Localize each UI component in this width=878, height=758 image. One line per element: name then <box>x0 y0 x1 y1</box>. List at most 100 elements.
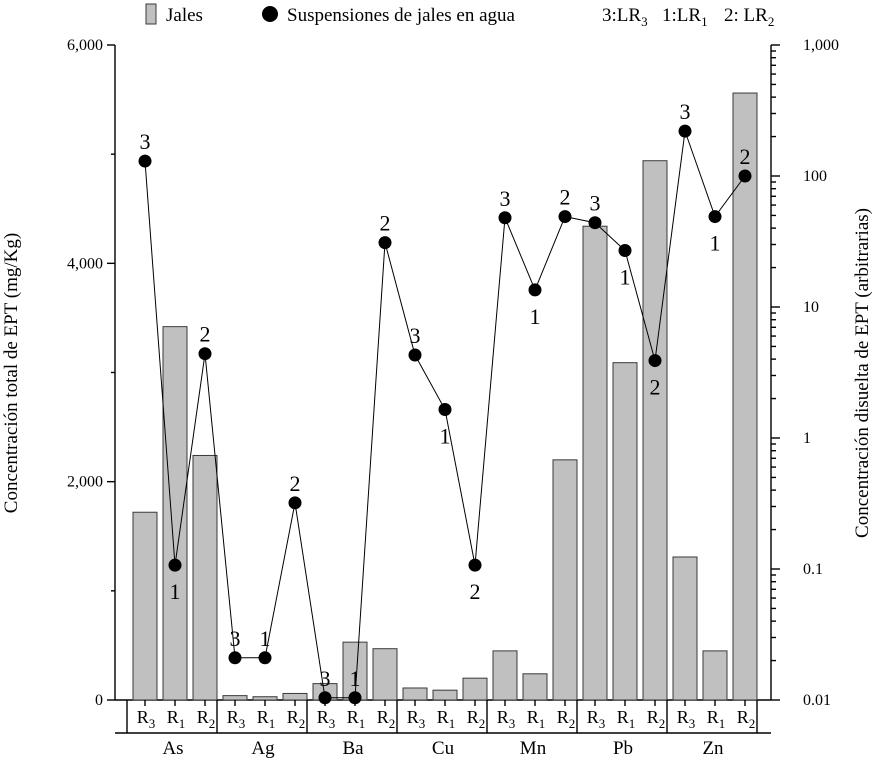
x-sample-label-subscript: 1 <box>719 716 726 731</box>
dot-label: 1 <box>440 424 451 449</box>
dot-mn-r3 <box>498 211 512 225</box>
dot-label: 1 <box>350 666 361 691</box>
legend-dots-label: Suspensiones de jales en agua <box>287 5 516 26</box>
dot-label: 3 <box>320 666 331 691</box>
dot-as-r1 <box>168 558 182 572</box>
x-sample-label: R1 <box>257 707 276 731</box>
dot-pb-r3 <box>588 216 602 230</box>
dot-label: 1 <box>260 626 271 651</box>
x-sample-label-subscript: 1 <box>629 716 636 731</box>
dot-ag-r3 <box>228 651 242 665</box>
y-right-tick-label: 10 <box>803 299 819 316</box>
dot-label: 3 <box>230 626 241 651</box>
y-right-tick-label: 1,000 <box>803 37 839 54</box>
group-label-ba: Ba <box>342 738 364 758</box>
dot-zn-r3 <box>678 124 692 138</box>
x-sample-label-base: R <box>647 707 659 727</box>
group-label-ag: Ag <box>251 738 275 758</box>
x-sample-label: R2 <box>467 707 486 731</box>
bar-zn-r2 <box>732 92 758 701</box>
x-sample-label-subscript: 3 <box>329 716 336 731</box>
x-sample-label: R1 <box>347 707 366 731</box>
dot-label: 2 <box>740 144 751 169</box>
bar-as-r3 <box>132 511 158 701</box>
dot-zn-r2 <box>738 169 752 183</box>
dot-pb-r2 <box>648 354 662 368</box>
dot-label: 1 <box>620 264 631 289</box>
x-sample-label-subscript: 3 <box>239 716 246 731</box>
bar-mn-r3 <box>492 650 518 701</box>
x-sample-label: R3 <box>137 707 156 731</box>
dot-cu-r2 <box>468 558 482 572</box>
legend-key-num: 1 <box>662 5 672 26</box>
group-label-as: As <box>162 738 183 758</box>
dot-label: 3 <box>140 129 151 154</box>
x-sample-label-base: R <box>437 707 449 727</box>
x-sample-label-base: R <box>347 707 359 727</box>
legend-key-colon: : <box>672 5 677 26</box>
bar-zn-r1 <box>702 650 728 701</box>
x-sample-label: R2 <box>647 707 666 731</box>
x-sample-label-base: R <box>497 707 509 727</box>
legend: Jales Suspensiones de jales en agua 3:LR… <box>145 3 774 29</box>
x-sample-label: R2 <box>197 707 216 731</box>
x-sample-label-base: R <box>227 707 239 727</box>
dot-cu-r1 <box>438 403 452 417</box>
dot-ba-r1 <box>348 691 362 705</box>
x-sample-label: R1 <box>167 707 186 731</box>
x-sample-label: R3 <box>317 707 336 731</box>
group-label-mn: Mn <box>520 738 547 758</box>
legend-bars-label: Jales <box>166 5 203 26</box>
bar-ba-r2 <box>372 648 398 701</box>
bar-pb-r1 <box>612 362 638 701</box>
x-sample-label: R3 <box>587 707 606 731</box>
x-sample-label: R3 <box>227 707 246 731</box>
dots <box>138 124 752 705</box>
x-sample-label-subscript: 1 <box>359 716 366 731</box>
legend-key-name: LR <box>677 5 702 26</box>
x-sample-label-subscript: 2 <box>299 716 306 731</box>
bar-ag-r2 <box>282 692 308 701</box>
x-sample-label-base: R <box>137 707 149 727</box>
x-sample-label: R2 <box>287 707 306 731</box>
x-sample-label: R2 <box>737 707 756 731</box>
x-sample-label-subscript: 1 <box>179 716 186 731</box>
x-sample-label-subscript: 2 <box>659 716 666 731</box>
x-sample-label: R3 <box>677 707 696 731</box>
bar-cu-r2 <box>462 677 488 701</box>
x-sample-label: R1 <box>707 707 726 731</box>
x-sample-label-subscript: 2 <box>569 716 576 731</box>
bar-pb-r2 <box>642 160 668 701</box>
bars <box>132 92 758 701</box>
y-left-tick-label: 2,000 <box>67 474 103 491</box>
y-left-tick-label: 6,000 <box>67 37 103 54</box>
x-sample-label-base: R <box>257 707 269 727</box>
y-right-tick-label: 0.01 <box>803 692 831 709</box>
dot-label: 2 <box>200 322 211 347</box>
legend-key-colon: : <box>734 5 744 26</box>
x-sample-label-base: R <box>737 707 749 727</box>
x-sample-label: R2 <box>377 707 396 731</box>
dot-zn-r1 <box>708 210 722 224</box>
y-left-tick-label: 4,000 <box>67 255 103 272</box>
x-sample-label-subscript: 2 <box>479 716 486 731</box>
group-label-pb: Pb <box>613 738 633 758</box>
x-sample-label-subscript: 2 <box>389 716 396 731</box>
x-sample-label-base: R <box>167 707 179 727</box>
bar-cu-r3 <box>402 687 428 701</box>
legend-key-item: 2: LR2 <box>724 5 774 29</box>
dot-label: 3 <box>680 99 691 124</box>
y-left-axis-title: Concentración total de EPT (mg/Kg) <box>1 233 22 513</box>
x-sample-label-base: R <box>317 707 329 727</box>
dot-ba-r2 <box>378 236 392 250</box>
legend-key-item: 1:LR1 <box>662 5 708 29</box>
bar-mn-r2 <box>552 459 578 701</box>
x-sample-label-subscript: 1 <box>449 716 456 731</box>
x-sample-label-subscript: 3 <box>599 716 606 731</box>
legend-key-sub: 3 <box>641 14 648 29</box>
legend-key-num: 3 <box>602 5 612 26</box>
x-sample-label-base: R <box>557 707 569 727</box>
dot-label: 2 <box>560 185 571 210</box>
x-sample-label-subscript: 3 <box>149 716 156 731</box>
dot-label: 3 <box>500 186 511 211</box>
